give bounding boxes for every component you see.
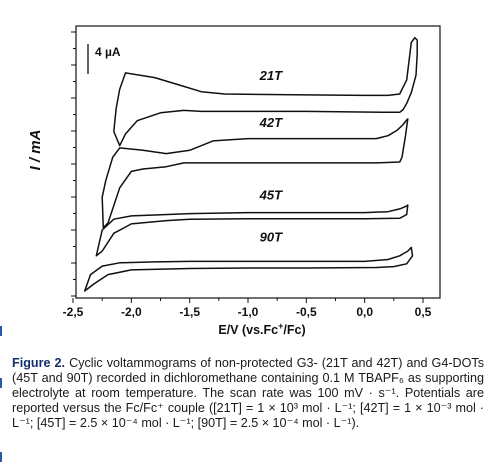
x-tick-label: 0,0: [356, 305, 373, 319]
x-ticks: -2,5 -2,0 -1,5 -1,0 -0,5 0,0 0,5: [63, 298, 432, 319]
curve-label-90T: 90T: [260, 230, 283, 245]
curve-labels: 21T 42T 45T 90T: [259, 68, 283, 245]
left-edge-mark-1: [0, 326, 2, 336]
x-tick-label: -2,0: [121, 305, 142, 319]
cv-curve-45T: [95, 204, 409, 257]
curve-label-42T: 42T: [259, 115, 283, 130]
cv-curve-90T: [83, 246, 414, 292]
left-edge-mark-2: [0, 378, 2, 388]
x-tick-label: -1,0: [238, 305, 259, 319]
x-tick-label: -1,5: [179, 305, 200, 319]
scale-bar-label: 4 µA: [95, 45, 121, 59]
figure-caption: Figure 2. Cyclic voltammograms of non-pr…: [12, 356, 484, 431]
cv-chart: -2,5 -2,0 -1,5 -1,0 -0,5 0,0 0,5 21T42T45T90T …: [27, 25, 441, 337]
x-tick-label: -0,5: [296, 305, 317, 319]
y-ticks: [71, 31, 76, 297]
x-axis-label: E/V (vs.Fc+/Fc): [218, 321, 305, 337]
curve-label-45T: 45T: [259, 188, 283, 203]
caption-text: Cyclic voltammograms of non-protected G3…: [12, 356, 485, 430]
y-axis-label: I / mA: [27, 130, 44, 171]
curves: [83, 36, 418, 292]
left-edge-mark-3: [0, 452, 2, 462]
plot-frame: [75, 25, 441, 299]
x-axis-label-end: /Fc): [283, 323, 305, 337]
x-axis-label-main: E/V (vs.Fc: [218, 323, 278, 337]
scale-bar: 4 µA: [87, 44, 121, 74]
caption-lead: Figure 2.: [12, 356, 66, 370]
cv-curve-42T: [101, 118, 409, 229]
x-tick-label: 0,5: [415, 305, 432, 319]
curve-label-21T: 21T: [259, 68, 283, 83]
cv-curve-21T: [113, 36, 418, 147]
x-axis-label-sup: +: [278, 321, 283, 331]
x-tick-label: -2,5: [63, 305, 84, 319]
